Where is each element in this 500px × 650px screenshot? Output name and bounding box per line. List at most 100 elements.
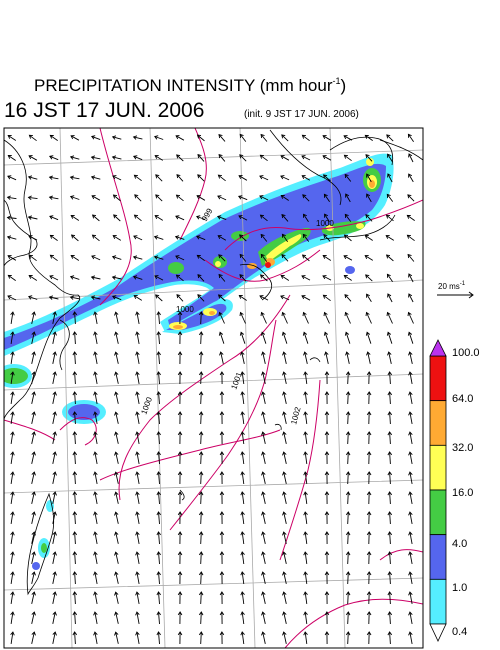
wind-arrow: [112, 256, 122, 260]
wind-arrow-head: [10, 431, 15, 436]
wind-arrow: [302, 134, 310, 142]
wind-arrow-head: [196, 254, 201, 259]
wind-arrow: [52, 592, 56, 604]
wind-arrow-head: [366, 591, 372, 596]
wind-arrow: [94, 592, 98, 604]
wind-arrow-head: [261, 431, 266, 436]
wind-arrow: [70, 135, 80, 141]
wind-arrow-head: [72, 331, 78, 336]
wind-arrow-head: [303, 451, 308, 456]
wind-arrow: [200, 371, 202, 385]
wind-arrow-head: [260, 331, 266, 336]
wind-arrow: [29, 134, 37, 142]
wind-arrow: [94, 612, 98, 624]
wind-arrow-head: [240, 471, 245, 476]
isobar: [279, 379, 321, 561]
wind-arrow: [200, 351, 202, 365]
wind-arrow: [74, 591, 76, 605]
wind-arrow-head: [324, 571, 330, 576]
wind-arrow: [347, 611, 349, 625]
wind-arrow: [154, 136, 164, 140]
wind-arrow: [389, 451, 391, 465]
wind-arrow-head: [407, 331, 413, 336]
wind-arrow-head: [387, 431, 393, 436]
wind-arrow-head: [303, 351, 308, 356]
wind-arrow-head: [93, 431, 98, 436]
wind-arrow-head: [282, 471, 287, 476]
wind-arrow: [304, 532, 308, 544]
wind-arrow: [239, 234, 247, 242]
wind-arrow-head: [282, 371, 287, 376]
wind-arrow: [323, 174, 331, 182]
wind-arrow-head: [93, 611, 98, 616]
wind-arrow: [241, 371, 245, 385]
wind-arrow: [10, 472, 14, 484]
wind-arrow-head: [156, 411, 161, 416]
wind-arrow: [115, 612, 119, 624]
wind-arrow-head: [10, 371, 15, 376]
coastlines: [4, 129, 423, 596]
wind-arrow-head: [324, 431, 330, 436]
wind-arrow: [10, 632, 14, 644]
wind-arrow-head: [93, 331, 98, 336]
wind-arrow-head: [48, 175, 53, 180]
wind-arrow: [240, 332, 246, 344]
wind-arrow: [52, 492, 56, 504]
wind-arrow-head: [408, 611, 413, 616]
wind-arrow: [301, 155, 311, 161]
wind-arrow: [112, 235, 122, 241]
wind-arrow-head: [31, 631, 36, 636]
wind-arrow: [136, 512, 140, 524]
wind-arrow-head: [177, 631, 183, 636]
wind-arrow: [134, 194, 142, 202]
wind-arrow: [115, 432, 119, 444]
colorbar-segment: [429, 444, 447, 491]
wind-arrow: [322, 275, 332, 281]
wind-arrow-head: [217, 174, 222, 179]
wind-arrow-head: [281, 213, 286, 219]
wind-arrow-head: [174, 235, 180, 240]
wind-arrow-head: [49, 254, 54, 259]
wind-arrow: [158, 391, 160, 405]
wind-arrow: [115, 452, 119, 464]
wind-arrow-head: [156, 571, 161, 576]
wind-arrow: [155, 174, 163, 182]
colorbar-under: [429, 623, 447, 642]
wind-arrow-head: [156, 471, 161, 476]
wind-arrow-head: [408, 431, 413, 436]
wind-arrow: [158, 351, 160, 365]
wind-arrow-head: [365, 274, 370, 279]
wind-arrow-head: [177, 571, 183, 576]
chart-title: PRECIPITATION INTENSITY (mm hour-1): [34, 76, 347, 95]
wind-arrow: [260, 274, 268, 282]
wind-arrow-head: [10, 631, 15, 636]
wind-arrow-head: [240, 391, 245, 396]
wind-arrow-head: [111, 135, 117, 140]
wind-arrow-head: [31, 591, 36, 596]
wind-arrow: [10, 492, 14, 504]
wind-arrow-head: [135, 391, 140, 396]
wind-arrow: [347, 551, 349, 565]
wind-arrow: [280, 175, 290, 181]
wind-arrow-head: [366, 193, 371, 198]
wind-arrow-head: [387, 611, 393, 616]
wind-arrow-head: [345, 531, 351, 536]
wind-arrow-head: [239, 253, 244, 258]
wind-arrow: [409, 392, 413, 404]
wind-arrow: [115, 592, 119, 604]
wind-arrow: [325, 352, 329, 364]
wind-arrow: [389, 631, 391, 645]
wind-arrow-head: [198, 571, 204, 576]
wind-arrow: [31, 352, 35, 364]
wind-arrow: [260, 234, 268, 242]
wind-arrow: [407, 234, 415, 242]
wind-arrow-head: [219, 451, 225, 456]
wind-arrow-head: [48, 295, 54, 300]
wind-arrow-head: [93, 571, 98, 576]
wind-arrow: [176, 194, 184, 202]
wind-arrow-head: [111, 275, 117, 280]
wind-arrow: [301, 295, 311, 301]
isobar: [99, 128, 132, 306]
wind-arrow-head: [72, 411, 78, 416]
wind-arrow-head: [114, 311, 119, 316]
